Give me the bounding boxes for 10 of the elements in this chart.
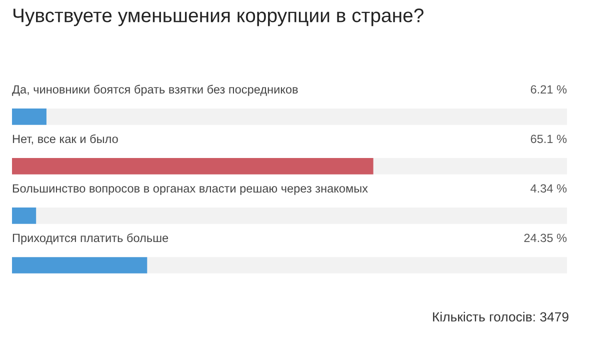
- y-tick-label: Да, чиновники боятся брать взятки без посредников: [12, 84, 298, 96]
- y-tick-label: Нет, все как и было: [12, 134, 118, 144]
- y-tick-label: Большинство вопросов в органах власти решаю через знакомых: [12, 184, 368, 195]
- y-tick-label: Приходится платить больше: [12, 233, 168, 244]
- chart-title: Чувствуете уменьшения коррупции в стране?: [14, 8, 424, 26]
- data-label: 65.1 %: [530, 134, 567, 144]
- data-label: 4.34 %: [530, 184, 567, 193]
- text: Кількість голосів: 3479: [433, 312, 568, 322]
- data-label: 6.21 %: [530, 85, 567, 94]
- data-label: 24.35 %: [524, 234, 567, 242]
